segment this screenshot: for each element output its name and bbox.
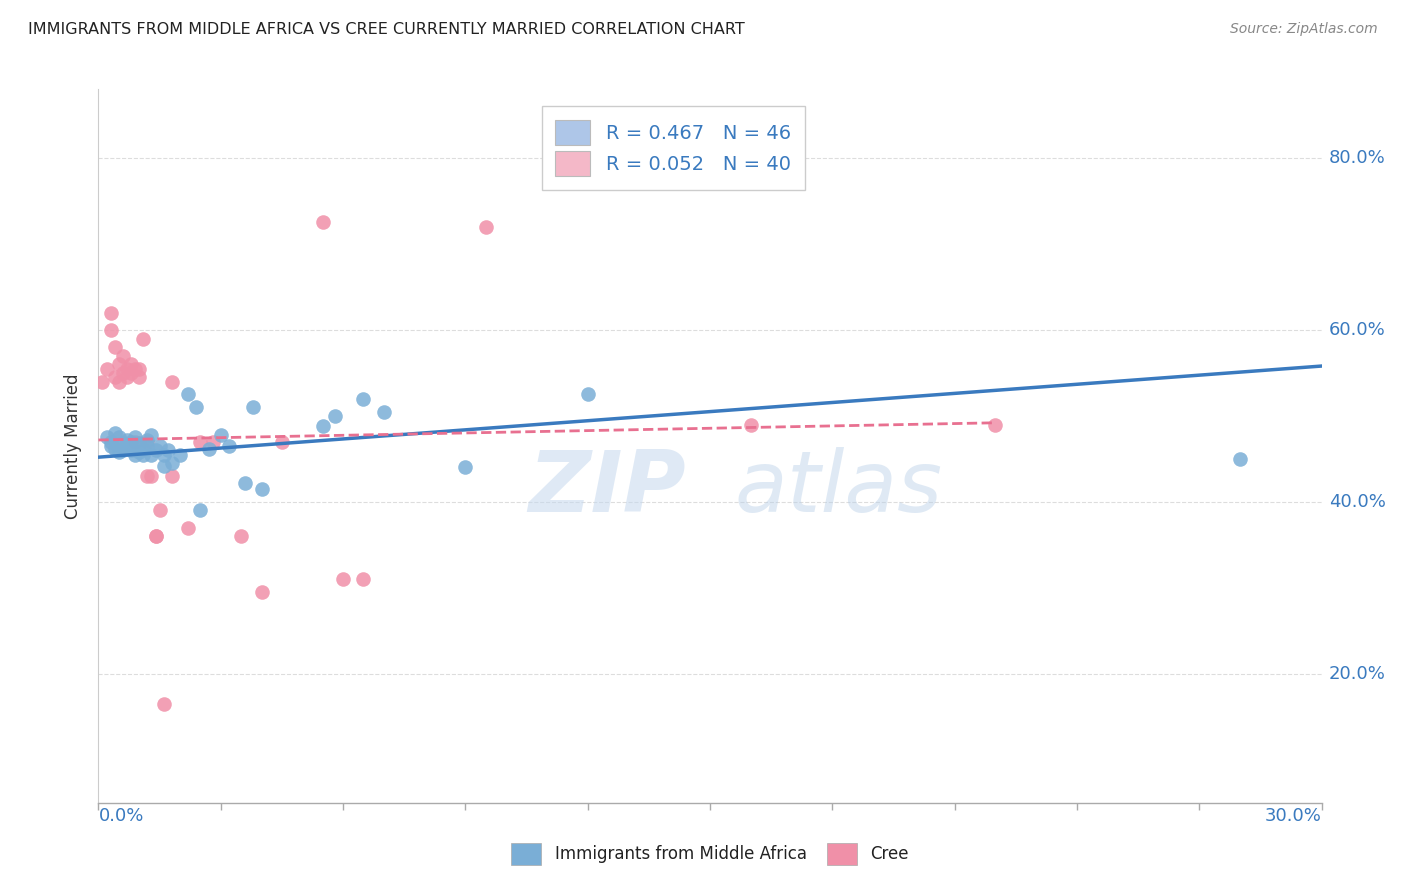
Point [128,436,150,450]
Point [104,340,127,354]
Point [124,430,146,444]
Point [145,529,167,543]
Point [111,443,134,458]
Point [209,427,232,442]
Point [312,215,335,229]
Point [120,366,142,380]
Point [242,401,264,415]
Point [108,430,131,444]
Text: 40.0%: 40.0% [1329,493,1385,511]
Text: 60.0%: 60.0% [1329,321,1385,339]
Point [132,442,155,456]
Point [1229,451,1251,466]
Point [120,443,142,458]
Text: 80.0%: 80.0% [1329,149,1385,167]
Point [156,443,179,458]
Point [352,572,374,586]
Point [136,434,159,449]
Point [145,443,167,458]
Point [100,306,122,320]
Point [115,439,138,453]
Point [250,482,273,496]
Point [104,442,127,456]
Point [332,572,354,586]
Point [188,503,212,517]
Point [250,585,273,599]
Point [100,434,122,449]
Point [96,361,118,376]
Text: 20.0%: 20.0% [1329,665,1385,683]
Point [177,387,200,401]
Point [104,370,127,384]
Point [145,529,167,543]
Point [115,361,138,376]
Point [188,434,212,449]
Point [108,357,131,371]
Point [152,697,174,711]
Point [104,426,127,441]
Point [186,401,208,415]
Point [352,392,374,406]
Point [141,427,163,442]
Point [108,375,131,389]
Text: ZIP: ZIP [527,447,686,531]
Point [111,366,134,380]
Point [270,434,294,449]
Point [740,417,762,432]
Point [128,361,150,376]
Text: 30.0%: 30.0% [1265,807,1322,825]
Point [120,357,142,371]
Y-axis label: Currently Married: Currently Married [65,373,83,519]
Point [136,433,159,447]
Point [91,375,114,389]
Point [201,434,224,449]
Point [474,219,498,234]
Text: 0.0%: 0.0% [98,807,143,825]
Point [115,433,138,447]
Point [323,409,346,423]
Point [231,529,253,543]
Point [100,323,122,337]
Point [136,439,159,453]
Text: atlas: atlas [734,447,942,531]
Point [149,439,172,453]
Point [312,419,335,434]
Point [160,456,183,470]
Text: IMMIGRANTS FROM MIDDLE AFRICA VS CREE CURRENTLY MARRIED CORRELATION CHART: IMMIGRANTS FROM MIDDLE AFRICA VS CREE CU… [28,22,745,37]
Point [177,521,200,535]
Point [128,445,150,459]
Point [128,370,150,384]
Point [233,475,256,490]
Point [149,503,172,517]
Point [100,439,122,453]
Point [120,434,142,449]
Point [373,404,395,418]
Point [136,469,159,483]
Point [108,445,131,459]
Point [111,436,134,450]
Point [152,458,174,473]
Point [141,469,163,483]
Point [576,387,599,401]
Point [160,469,183,483]
Point [152,448,174,462]
Legend: Immigrants from Middle Africa, Cree: Immigrants from Middle Africa, Cree [503,835,917,873]
Point [218,439,240,453]
Point [111,349,134,363]
Point [115,370,138,384]
Point [124,448,146,462]
Point [160,375,183,389]
Point [984,417,1007,432]
Point [124,434,146,449]
Point [454,460,477,475]
Text: Source: ZipAtlas.com: Source: ZipAtlas.com [1230,22,1378,37]
Point [96,430,118,444]
Point [132,332,155,346]
Point [169,448,191,462]
Point [141,448,163,462]
Point [197,442,219,456]
Point [132,448,155,462]
Point [124,361,146,376]
